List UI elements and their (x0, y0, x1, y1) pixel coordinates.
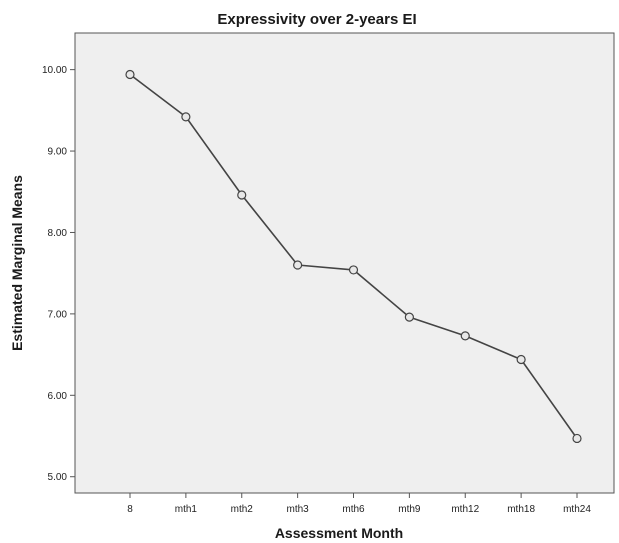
y-tick-label: 9.00 (48, 147, 68, 158)
x-tick-label: mth18 (507, 504, 535, 515)
y-tick-label: 8.00 (48, 228, 68, 239)
data-point (516, 354, 526, 365)
data-point (460, 331, 470, 341)
series-layer (125, 69, 582, 444)
x-tick-label: mth12 (451, 504, 479, 515)
data-point (572, 433, 582, 444)
y-tick-label: 7.00 (48, 309, 68, 320)
y-tick-label: 6.00 (48, 391, 68, 402)
x-tick-label: mth1 (175, 504, 198, 515)
x-tick-label: 8 (127, 504, 133, 515)
x-tick-label: mth6 (342, 504, 365, 515)
data-point (181, 112, 191, 122)
x-axis: 8 mth1 mth2 mth3 mth6 mth9 mth12 mth18 mth24 (127, 493, 591, 515)
x-tick-label: mth2 (231, 504, 254, 515)
y-axis-label: Estimated Marginal Means (9, 175, 25, 351)
data-point (237, 190, 247, 200)
y-tick-label: 10.00 (42, 65, 67, 76)
x-tick-label: mth3 (287, 504, 310, 515)
x-tick-label: mth9 (398, 504, 421, 515)
data-point (348, 265, 359, 275)
plot-area (74, 32, 615, 494)
x-axis-label: Assessment Month (275, 525, 403, 541)
chart-title: Expressivity over 2-years EI (217, 11, 416, 28)
data-point (293, 260, 303, 270)
y-tick-label: 5.00 (48, 472, 68, 483)
data-point (404, 312, 414, 322)
y-axis: 5.00 6.00 7.00 8.00 9.00 10.00 (42, 65, 75, 483)
data-point (125, 69, 135, 80)
x-tick-label: mth24 (563, 504, 591, 515)
